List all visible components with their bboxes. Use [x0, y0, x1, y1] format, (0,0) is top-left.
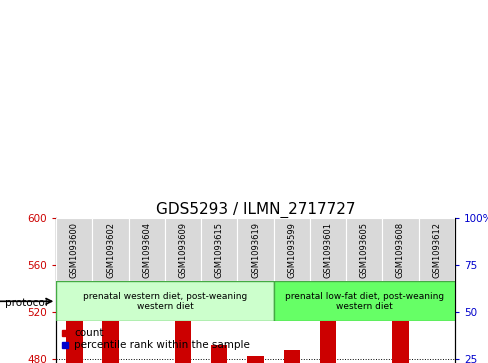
Bar [247, 356, 263, 363]
Text: GSM1093619: GSM1093619 [250, 221, 260, 278]
Text: GSM1093601: GSM1093601 [323, 221, 332, 278]
Text: GSM1093605: GSM1093605 [359, 221, 368, 278]
Bar [418, 218, 454, 281]
Text: GSM1093602: GSM1093602 [106, 221, 115, 278]
Bar [128, 218, 164, 281]
Bar [273, 281, 454, 321]
Bar [175, 241, 191, 363]
Text: GSM1093612: GSM1093612 [431, 221, 440, 278]
Bar [391, 313, 408, 363]
Bar [66, 311, 82, 363]
Text: GSM1093600: GSM1093600 [70, 221, 79, 278]
Bar [92, 218, 128, 281]
Bar [102, 297, 119, 363]
Text: GSM1093599: GSM1093599 [286, 222, 296, 277]
Bar [273, 218, 309, 281]
Bar [164, 218, 201, 281]
Text: GSM1093609: GSM1093609 [178, 221, 187, 278]
Bar [283, 350, 299, 363]
Text: prenatal low-fat diet, post-weaning
western diet: prenatal low-fat diet, post-weaning west… [284, 291, 443, 311]
Bar [211, 345, 227, 363]
Bar [56, 218, 92, 281]
Bar [309, 218, 346, 281]
Text: prenatal western diet, post-weaning
western diet: prenatal western diet, post-weaning west… [82, 291, 246, 311]
Text: protocol: protocol [5, 298, 47, 308]
Bar [201, 218, 237, 281]
Bar [382, 218, 418, 281]
Bar [56, 281, 273, 321]
Legend: count, percentile rank within the sample: count, percentile rank within the sample [61, 328, 249, 350]
Text: GSM1093608: GSM1093608 [395, 221, 404, 278]
Bar [346, 218, 382, 281]
Title: GDS5293 / ILMN_2717727: GDS5293 / ILMN_2717727 [156, 201, 354, 218]
Bar [237, 218, 273, 281]
Text: GSM1093615: GSM1093615 [214, 221, 224, 278]
Bar [319, 297, 335, 363]
Text: GSM1093604: GSM1093604 [142, 221, 151, 278]
